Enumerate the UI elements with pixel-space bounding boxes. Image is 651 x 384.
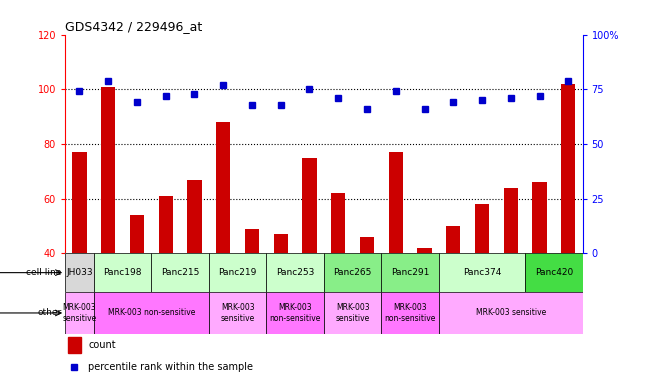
Bar bbox=[72, 152, 87, 253]
Text: JH033: JH033 bbox=[66, 268, 93, 277]
Text: MRK-003 non-sensitive: MRK-003 non-sensitive bbox=[107, 308, 195, 318]
Text: Panc420: Panc420 bbox=[534, 268, 573, 277]
Text: MRK-003
non-sensitive: MRK-003 non-sensitive bbox=[270, 303, 321, 323]
Bar bbox=[533, 182, 547, 253]
Bar bbox=[360, 237, 374, 253]
Bar bbox=[94, 253, 151, 292]
Bar bbox=[216, 122, 230, 253]
Bar bbox=[381, 292, 439, 334]
Text: Panc215: Panc215 bbox=[161, 268, 199, 277]
Bar bbox=[302, 158, 316, 253]
Bar bbox=[324, 253, 381, 292]
Text: Panc265: Panc265 bbox=[333, 268, 372, 277]
Text: percentile rank within the sample: percentile rank within the sample bbox=[89, 362, 253, 372]
Bar bbox=[561, 84, 575, 253]
Bar bbox=[68, 337, 81, 353]
Bar bbox=[209, 253, 266, 292]
Text: GDS4342 / 229496_at: GDS4342 / 229496_at bbox=[65, 20, 202, 33]
Text: MRK-003
non-sensitive: MRK-003 non-sensitive bbox=[385, 303, 436, 323]
Bar bbox=[389, 152, 403, 253]
Bar bbox=[324, 292, 381, 334]
Text: count: count bbox=[89, 340, 116, 350]
Bar bbox=[245, 229, 259, 253]
Bar bbox=[187, 180, 202, 253]
Bar bbox=[266, 292, 324, 334]
Bar bbox=[159, 196, 173, 253]
Text: Panc374: Panc374 bbox=[463, 268, 501, 277]
Bar bbox=[331, 193, 346, 253]
Bar bbox=[65, 292, 94, 334]
Bar bbox=[475, 204, 489, 253]
Text: cell line: cell line bbox=[27, 268, 62, 277]
Text: MRK-003 sensitive: MRK-003 sensitive bbox=[476, 308, 546, 318]
Text: Panc198: Panc198 bbox=[104, 268, 142, 277]
Bar bbox=[417, 248, 432, 253]
Bar bbox=[266, 253, 324, 292]
Bar bbox=[504, 188, 518, 253]
Text: MRK-003
sensitive: MRK-003 sensitive bbox=[221, 303, 255, 323]
Bar bbox=[381, 253, 439, 292]
Bar bbox=[130, 215, 144, 253]
Bar bbox=[439, 253, 525, 292]
Bar bbox=[525, 253, 583, 292]
Text: Panc291: Panc291 bbox=[391, 268, 429, 277]
Bar bbox=[209, 292, 266, 334]
Bar bbox=[151, 253, 209, 292]
Text: MRK-003
sensitive: MRK-003 sensitive bbox=[62, 303, 96, 323]
Text: Panc253: Panc253 bbox=[276, 268, 314, 277]
Text: other: other bbox=[38, 308, 62, 318]
Text: Panc219: Panc219 bbox=[219, 268, 256, 277]
Bar bbox=[439, 292, 583, 334]
Bar bbox=[446, 226, 460, 253]
Bar bbox=[273, 234, 288, 253]
Bar bbox=[65, 253, 94, 292]
Bar bbox=[94, 292, 209, 334]
Bar bbox=[101, 86, 115, 253]
Text: MRK-003
sensitive: MRK-003 sensitive bbox=[335, 303, 370, 323]
